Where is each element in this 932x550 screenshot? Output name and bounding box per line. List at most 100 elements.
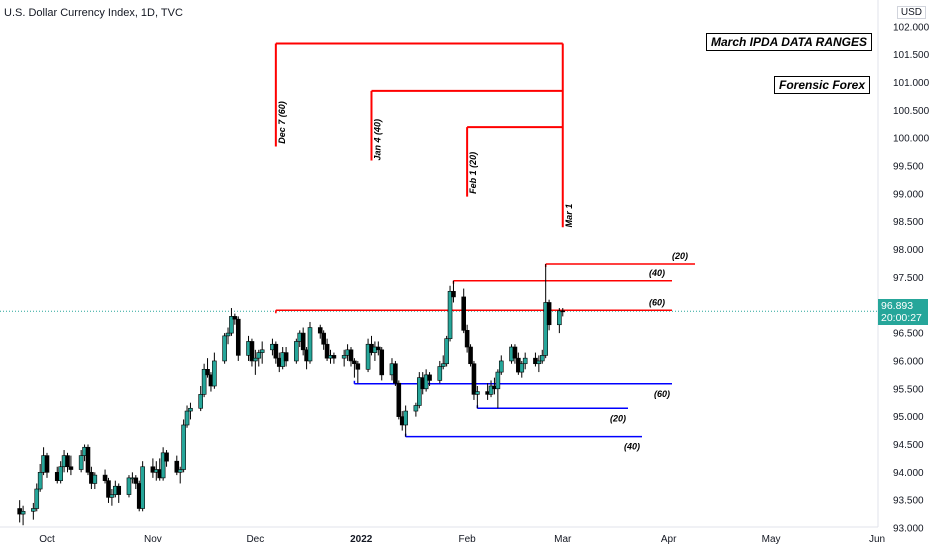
currency-button[interactable]: USD [896, 6, 926, 19]
candle [184, 405, 190, 428]
candle-body [102, 474, 108, 481]
candle [126, 475, 132, 498]
candle-body [498, 360, 504, 373]
candle [379, 347, 385, 381]
candle-body [294, 341, 299, 362]
candle-body [181, 424, 186, 470]
candle [341, 349, 347, 367]
candle-body [235, 318, 241, 356]
candle [58, 461, 63, 484]
candle-body [451, 291, 456, 298]
candle-body [212, 360, 217, 387]
candle-body [184, 410, 190, 426]
candle [352, 358, 357, 378]
candle [512, 344, 518, 364]
y-tick-label: 99.000 [893, 189, 924, 200]
candle [92, 472, 98, 490]
countdown-tag: 20:00:27 [878, 311, 928, 325]
candle [543, 264, 548, 359]
candle [44, 452, 50, 478]
candle-body [331, 355, 337, 359]
candle-body [253, 357, 258, 362]
candle [116, 483, 122, 503]
candle-body [324, 343, 330, 359]
y-axis: 93.000 93.500 94.000 94.500 95.000 95.500 96.0… [893, 22, 930, 534]
candle-body [92, 474, 98, 484]
candle-body [557, 310, 562, 326]
candle-body [546, 302, 552, 326]
candle [475, 386, 480, 409]
candle-body [376, 346, 381, 351]
candle [109, 489, 115, 506]
candle [498, 355, 504, 375]
candle-body [20, 510, 26, 515]
candle [300, 327, 306, 356]
candle-body [495, 371, 501, 390]
candle [181, 419, 186, 473]
candle [256, 349, 262, 367]
candle-body [37, 472, 43, 490]
lookback-label: Jan 4 (40) [372, 119, 382, 161]
y-tick-label: 98.000 [893, 245, 924, 256]
y-tick-label: 100.000 [893, 134, 930, 145]
candle [376, 341, 381, 356]
forensic-forex-label: Forensic Forex [774, 76, 871, 94]
candle-body [488, 385, 494, 395]
candle [31, 502, 36, 520]
chart-title: U.S. Dollar Currency Index, 1D, TVC [4, 7, 183, 19]
candle-body [65, 455, 70, 468]
candle [464, 324, 470, 353]
candle [495, 369, 501, 409]
lookback-label: Feb 1 (20) [468, 152, 478, 194]
candle-body [106, 480, 111, 498]
candle [393, 360, 398, 387]
low-level-label: (20) [610, 413, 626, 423]
candle [423, 369, 429, 392]
candle [447, 285, 453, 342]
candle [417, 372, 422, 409]
candle-body [447, 291, 453, 339]
candle [403, 405, 408, 437]
candle-body [519, 363, 525, 373]
candle-body [300, 332, 306, 351]
candle-body [160, 452, 166, 479]
candle [140, 461, 145, 512]
candle-body [543, 302, 548, 356]
y-tick-label: 93.500 [893, 496, 924, 507]
candle [488, 380, 494, 398]
candles [17, 264, 566, 526]
candle [249, 338, 255, 367]
candle [212, 352, 217, 389]
candle [522, 352, 528, 370]
x-tick-label: Mar [554, 534, 572, 545]
candle-body [444, 338, 449, 365]
candle-body [249, 341, 255, 362]
candle-body [229, 316, 234, 334]
candle-body [164, 452, 169, 462]
candle [427, 372, 432, 387]
candle-body [259, 349, 265, 353]
candle-body [437, 366, 443, 381]
candle [133, 475, 139, 490]
candle [396, 380, 402, 420]
candle-body [471, 363, 477, 395]
y-tick-label: 94.500 [893, 440, 924, 451]
candle [461, 288, 467, 334]
candle [102, 469, 108, 484]
candle-body [44, 455, 50, 473]
candle [471, 360, 477, 400]
candle-body [393, 363, 398, 384]
ipda-annotations: Dec 7 (60) Jan 4 (40) Feb 1 (20) Mar 1 (20) (… [274, 42, 695, 452]
candle-body [423, 374, 429, 390]
candle [34, 483, 40, 512]
y-tick-label: 97.500 [893, 273, 924, 284]
x-tick-label: 2022 [350, 534, 373, 545]
high-level-label: (20) [672, 251, 688, 261]
candle-body [133, 477, 139, 484]
candle-body [205, 368, 210, 376]
candle-body [198, 394, 204, 409]
candle [164, 450, 169, 467]
candle [321, 330, 326, 350]
candle-body [560, 310, 566, 313]
